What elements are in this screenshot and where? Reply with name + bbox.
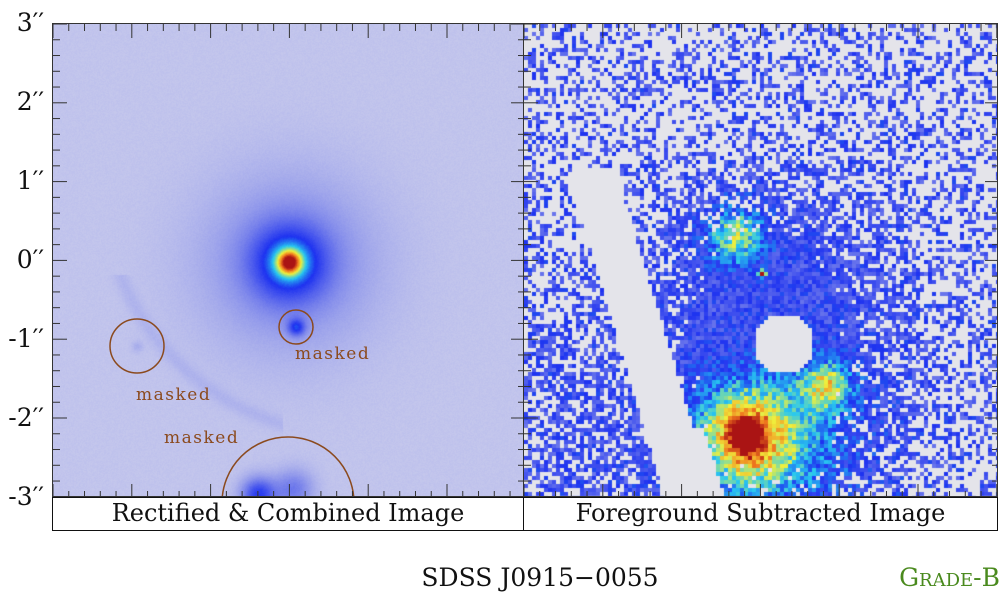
- rectified-image-panel: masked masked masked: [52, 23, 524, 497]
- left-panel-caption: Rectified & Combined Image: [52, 497, 524, 531]
- figure-title: SDSS J0915−0055: [421, 563, 659, 592]
- foreground-subtracted-panel: [523, 23, 998, 497]
- tick-marks: [524, 24, 997, 496]
- y-tick-label: 2′′: [16, 87, 44, 116]
- tick-overlay: [524, 24, 997, 496]
- tick-marks: [53, 24, 523, 496]
- y-tick-label: -1′′: [8, 324, 44, 353]
- y-tick-label: -2′′: [8, 403, 44, 432]
- grade-label: Grade-B: [899, 563, 1000, 592]
- mask-circle: [109, 318, 165, 374]
- y-tick-label: -3′′: [8, 482, 44, 511]
- mask-label: masked: [136, 385, 212, 405]
- foreground-subtracted-image: [524, 24, 997, 496]
- mask-label: masked: [295, 344, 371, 364]
- mask-circle: [221, 436, 355, 496]
- right-panel-caption: Foreground Subtracted Image: [523, 497, 998, 531]
- y-tick-label: 0′′: [16, 245, 44, 274]
- y-tick-label: 3′′: [16, 8, 44, 37]
- y-tick-label: 1′′: [16, 166, 44, 195]
- mask-label: masked: [164, 428, 240, 448]
- mask-circle: [278, 309, 314, 345]
- rectified-image: [53, 24, 523, 496]
- mask-overlay: [53, 24, 523, 496]
